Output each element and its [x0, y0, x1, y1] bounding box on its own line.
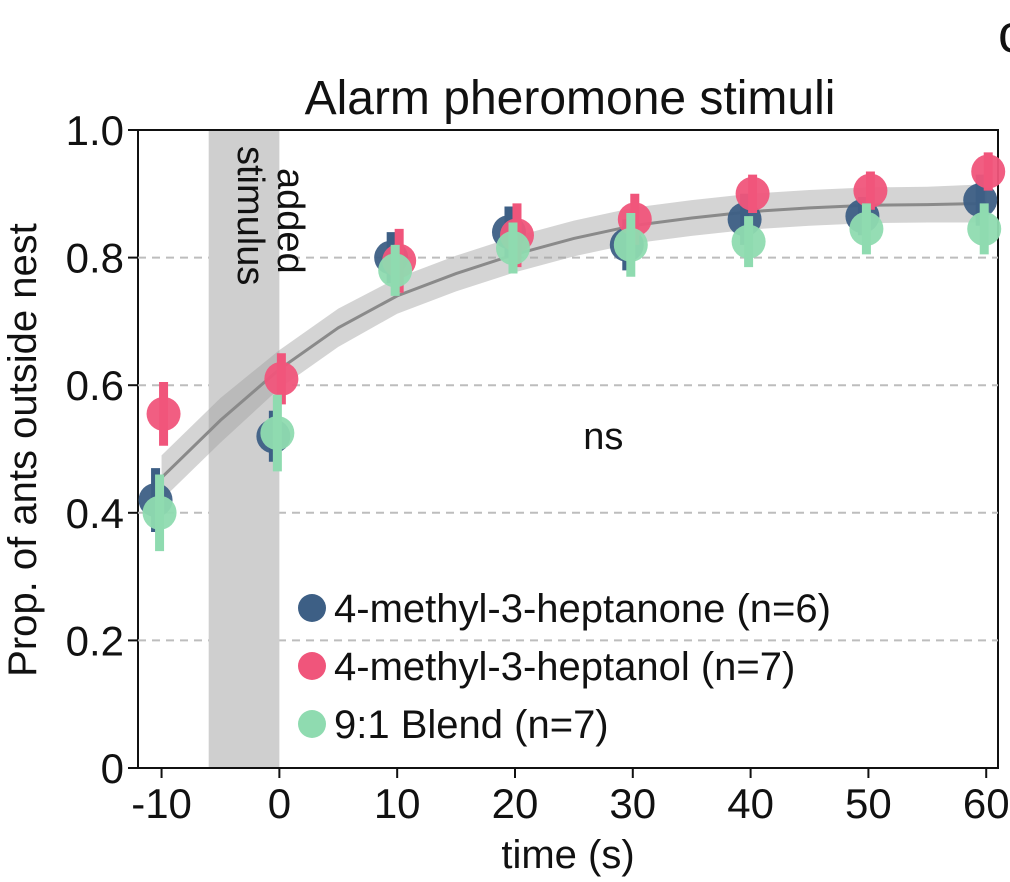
x-tick-label: 10 [374, 780, 421, 827]
data-point [260, 416, 295, 451]
x-tick-label: 60 [963, 780, 1010, 827]
stimulus-label-line2: added [269, 168, 311, 274]
plot-frame [137, 129, 999, 769]
y-tick-label: 0.4 [66, 490, 124, 537]
y-axis-title: Prop. of ants outside nest [1, 223, 45, 677]
y-tick-label: 0.6 [66, 362, 124, 409]
x-tick-label: 20 [492, 780, 539, 827]
data-point [853, 173, 888, 208]
legend: 4-methyl-3-heptanone (n=6) 4-methyl-3-hep… [298, 587, 831, 747]
chart-title: Alarm pheromone stimuli [305, 72, 836, 125]
data-point [849, 211, 884, 246]
panel-letter: c [998, 4, 1010, 64]
x-axis: -10 0 10 20 30 40 50 60 [131, 768, 1010, 827]
y-tick-label: 0.8 [66, 235, 124, 282]
data-point [971, 154, 1006, 189]
x-tick-label: 50 [845, 780, 892, 827]
y-tick-label: 1.0 [66, 107, 124, 154]
legend-label: 9:1 Blend (n=7) [334, 703, 609, 747]
x-tick-label: 40 [727, 780, 774, 827]
x-axis-title: time (s) [501, 833, 634, 877]
data-point [613, 227, 648, 262]
legend-label: 4-methyl-3-heptanol (n=7) [334, 645, 795, 689]
data-point [142, 495, 177, 530]
x-tick-label: 0 [268, 780, 291, 827]
y-tick-label: 0 [101, 745, 124, 792]
y-axis: 0 0.2 0.4 0.6 0.8 1.0 [66, 107, 138, 792]
significance-annotation: ns [583, 416, 623, 458]
data-point [967, 211, 1002, 246]
y-tick-label: 0.2 [66, 617, 124, 664]
legend-marker [298, 710, 326, 738]
data-point [378, 253, 413, 288]
data-point [731, 224, 766, 259]
legend-marker [298, 652, 326, 680]
x-tick-label: -10 [131, 780, 192, 827]
legend-label: 4-methyl-3-heptanone (n=6) [334, 587, 831, 631]
data-points [138, 152, 1006, 552]
data-point [146, 396, 181, 431]
data-point [735, 176, 770, 211]
stimulus-label-line1: stimulus [229, 146, 271, 285]
data-point [495, 231, 530, 266]
legend-marker [298, 594, 326, 622]
data-point [264, 361, 299, 396]
fit-confidence-band [161, 184, 987, 501]
x-tick-label: 30 [609, 780, 656, 827]
